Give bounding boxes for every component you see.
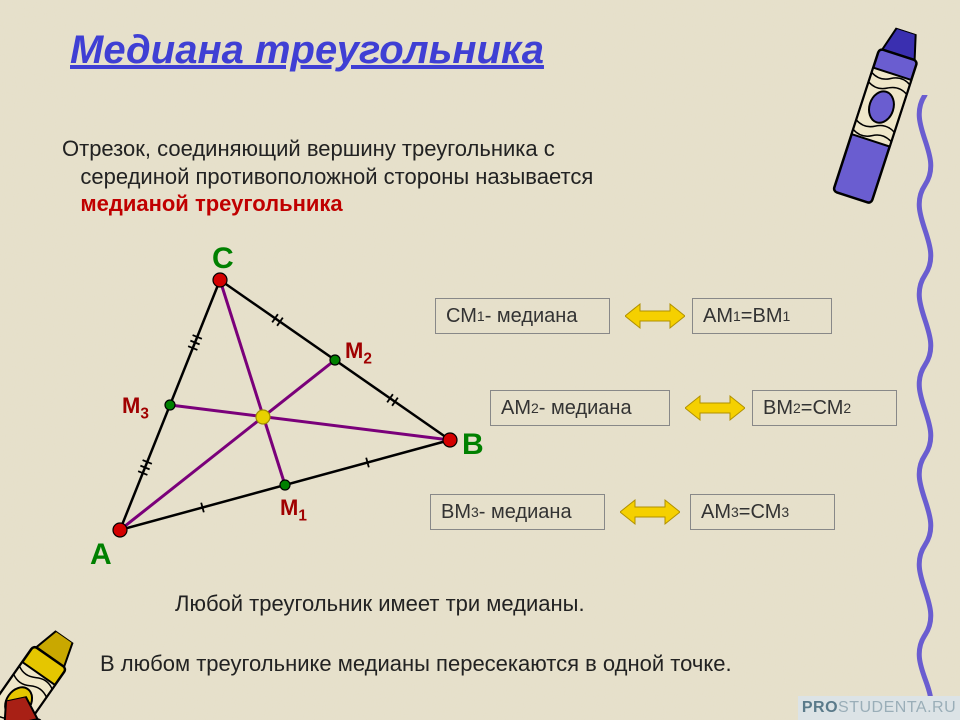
watermark: PROSTUDENTA.RU bbox=[798, 696, 960, 720]
vertex-label-a: A bbox=[90, 538, 112, 572]
squiggle-decoration bbox=[895, 95, 960, 715]
definition-line1: Отрезок, соединяющий вершину треугольник… bbox=[62, 136, 555, 161]
midpoint-label-m2: M2 bbox=[345, 338, 372, 368]
formula-right-1: АМ1=ВМ1 bbox=[692, 298, 832, 334]
double-arrow-3 bbox=[620, 497, 680, 527]
vertex-label-c: C bbox=[212, 242, 234, 276]
formula-left-3: ВМ3 - медиана bbox=[430, 494, 605, 530]
double-arrow-1 bbox=[625, 301, 685, 331]
note-2: В любом треугольнике медианы пересекаютс… bbox=[100, 650, 732, 678]
stage: Медиана треугольника Отрезок, соединяющи… bbox=[0, 0, 960, 720]
triangle-diagram bbox=[50, 250, 480, 570]
midpoint-label-m1: M1 bbox=[280, 495, 307, 525]
note-1: Любой треугольник имеет три медианы. bbox=[175, 590, 585, 618]
definition-text: Отрезок, соединяющий вершину треугольник… bbox=[62, 135, 593, 218]
formula-right-3: АМ3=СМ3 bbox=[690, 494, 835, 530]
formula-left-1: СМ1 - медиана bbox=[435, 298, 610, 334]
watermark-pre: PRO bbox=[802, 699, 838, 717]
page-title: Медиана треугольника bbox=[70, 28, 544, 73]
formula-right-2: ВМ2=СМ2 bbox=[752, 390, 897, 426]
vertex-label-b: B bbox=[462, 428, 484, 462]
double-arrow-2 bbox=[685, 393, 745, 423]
formula-left-2: АМ2 - медиана bbox=[490, 390, 670, 426]
watermark-post: STUDENTA.RU bbox=[838, 699, 956, 717]
midpoint-label-m3: M3 bbox=[122, 393, 149, 423]
definition-keyword: медианой треугольника bbox=[80, 191, 342, 216]
definition-line2a: серединой противоположной стороны называ… bbox=[80, 164, 593, 189]
